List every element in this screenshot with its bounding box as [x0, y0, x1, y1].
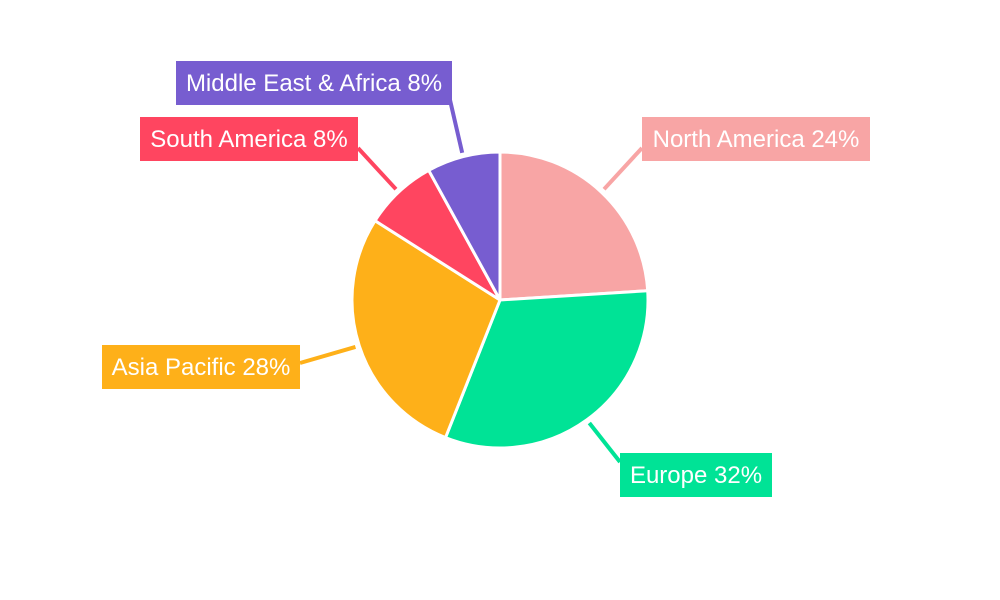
- leader-line-europe: [587, 421, 622, 464]
- data-label-box: [176, 61, 452, 105]
- data-label-box: [642, 117, 870, 161]
- data-label-text: Europe 32%: [630, 462, 762, 489]
- pie-slice-europe: [444, 289, 650, 450]
- leader-line-north-america: [602, 146, 644, 191]
- data-label-asia-pacific: Asia Pacific 28%: [102, 345, 300, 389]
- leader-line-middle-east-africa: [448, 99, 465, 154]
- data-label-text: North America 24%: [653, 126, 860, 153]
- data-label-text: Asia Pacific 28%: [112, 354, 291, 381]
- data-label-north-america: North America 24%: [642, 117, 870, 161]
- data-label-text: Middle East & Africa 8%: [186, 70, 442, 97]
- data-label-europe: Europe 32%: [620, 453, 772, 497]
- pie-slice-north-america: [498, 150, 650, 302]
- leader-line-asia-pacific: [299, 345, 356, 365]
- data-label-box: [620, 453, 772, 497]
- data-label-text: South America 8%: [150, 126, 347, 153]
- labels-layer: North America 24% Europe 32% Asia Pacific …: [102, 61, 870, 497]
- pie-slice-asia-pacific: [350, 219, 502, 440]
- data-label-middle-east-africa: Middle East & Africa 8%: [176, 61, 452, 105]
- data-label-box: [140, 117, 358, 161]
- data-label-box: [102, 345, 300, 389]
- slices-layer: [350, 150, 650, 450]
- pie-slice-middle-east-africa: [427, 150, 502, 302]
- leaders-layer: [299, 99, 644, 464]
- data-label-south-america: South America 8%: [140, 117, 358, 161]
- leader-line-south-america: [356, 146, 398, 191]
